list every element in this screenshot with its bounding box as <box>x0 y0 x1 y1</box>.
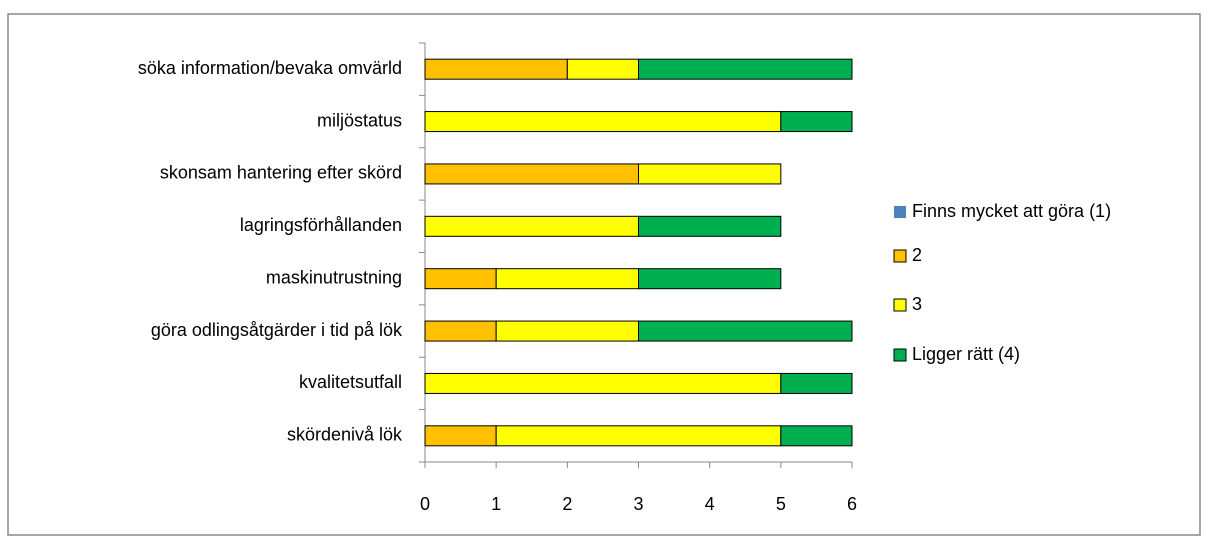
bar-segment <box>638 268 782 290</box>
bar-segment <box>424 215 639 237</box>
bar-segment <box>424 111 782 133</box>
legend-swatch <box>893 249 907 263</box>
bar-segment <box>566 58 639 80</box>
bar-segment <box>780 111 853 133</box>
bar-segment <box>424 268 497 290</box>
bar-segment <box>424 58 568 80</box>
bar-segment <box>424 425 497 447</box>
bar-segment <box>638 215 782 237</box>
bar-segment <box>424 372 782 394</box>
y-tick-label: kvalitetsutfall <box>299 372 402 392</box>
y-tick-label: skördenivå lök <box>287 425 403 445</box>
y-tick-label: miljöstatus <box>317 110 402 130</box>
legend-label: Ligger rätt (4) <box>912 344 1020 364</box>
bar-segment <box>638 163 782 185</box>
legend-swatch <box>893 348 907 362</box>
bar-segment <box>495 320 639 342</box>
bar-segment <box>780 372 853 394</box>
legend-label: Finns mycket att göra (1) <box>912 201 1111 221</box>
x-tick-label: 3 <box>633 494 643 514</box>
x-tick-label: 1 <box>491 494 501 514</box>
x-tick-label: 6 <box>847 494 857 514</box>
y-tick-label: göra odlingsåtgärder i tid på lök <box>151 320 403 340</box>
legend-label: 2 <box>912 245 922 265</box>
bar-segment <box>638 320 853 342</box>
y-tick-label: maskinutrustning <box>266 267 402 287</box>
y-tick-label: söka information/bevaka omvärld <box>138 58 402 78</box>
y-tick-label: skonsam hantering efter skörd <box>160 163 402 183</box>
bar-segment <box>495 425 782 447</box>
legend-label: 3 <box>912 294 922 314</box>
bar-segment <box>424 163 639 185</box>
y-tick-label: lagringsförhållanden <box>240 215 402 235</box>
bar-segment <box>780 425 853 447</box>
x-tick-label: 4 <box>705 494 715 514</box>
legend-swatch <box>894 206 906 218</box>
x-tick-label: 5 <box>776 494 786 514</box>
bar-segment <box>424 320 497 342</box>
x-tick-label: 0 <box>420 494 430 514</box>
bar-segment <box>495 268 639 290</box>
x-tick-label: 2 <box>562 494 572 514</box>
legend-swatch <box>893 298 907 312</box>
bar-segment <box>638 58 853 80</box>
